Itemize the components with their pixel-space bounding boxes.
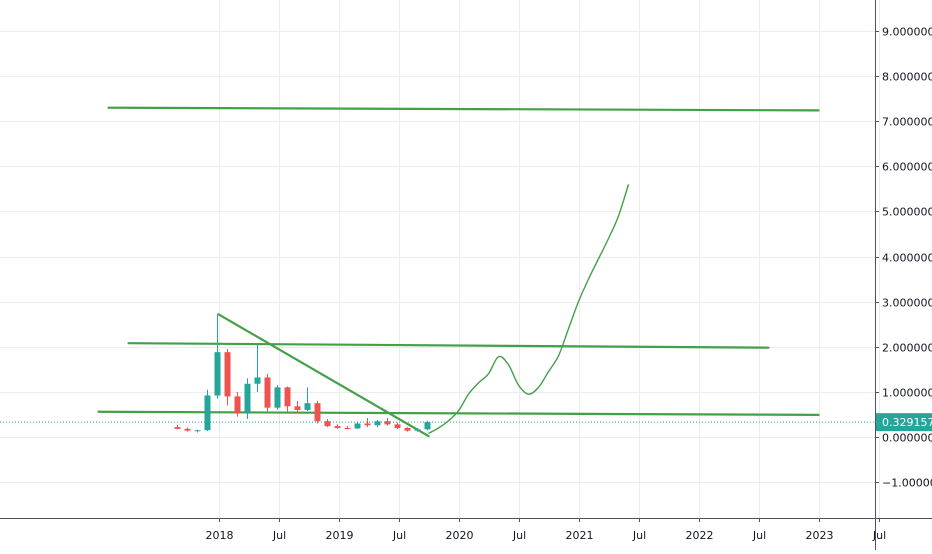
drawings	[97, 106, 820, 438]
candles	[174, 314, 431, 433]
candle	[354, 421, 361, 429]
candle	[264, 373, 271, 413]
y-tick-label: 6.000000	[882, 161, 932, 174]
candle-body	[304, 403, 311, 410]
candle	[254, 344, 261, 392]
candle	[404, 427, 411, 432]
trend-line	[107, 106, 820, 112]
candle-body	[224, 352, 231, 397]
candle	[284, 386, 291, 413]
candle-body	[354, 423, 361, 429]
candle	[314, 400, 321, 424]
trend-line	[97, 410, 820, 416]
x-tick-label: Jul	[752, 529, 766, 542]
candle-body	[424, 422, 431, 430]
candle	[184, 427, 191, 432]
candle-body	[294, 406, 301, 410]
candle	[414, 427, 421, 432]
last-price-badge	[876, 413, 932, 432]
x-tick-label: 2021	[566, 529, 594, 542]
candle-body	[194, 430, 201, 432]
y-tick-label: 7.000000	[882, 116, 932, 129]
candle-body	[244, 383, 251, 414]
candle	[234, 391, 241, 417]
candle	[424, 420, 431, 431]
candle-body	[234, 396, 241, 414]
candle-body	[204, 395, 211, 431]
x-tick-label: Jul	[272, 529, 286, 542]
candle	[274, 385, 281, 410]
candle	[324, 418, 331, 428]
candle	[364, 418, 371, 428]
x-tick-label: 2023	[806, 529, 834, 542]
candle	[394, 422, 401, 429]
candle	[374, 419, 381, 428]
x-tick-label: 2019	[326, 529, 354, 542]
candle	[294, 400, 301, 414]
candle-body	[274, 387, 281, 408]
candle	[344, 426, 351, 430]
candle-body	[404, 427, 411, 431]
candle-body	[324, 421, 331, 427]
candle	[304, 387, 311, 411]
y-tick-label: 2.000000	[882, 342, 932, 355]
x-tick-label: Jul	[512, 529, 526, 542]
candle-body	[414, 429, 421, 431]
candle-body	[214, 352, 221, 396]
candle-body	[314, 403, 321, 422]
y-tick-label: −1.000000	[882, 477, 932, 490]
grid	[0, 0, 880, 518]
x-tick-label: 2020	[446, 529, 474, 542]
y-tick-label: 3.000000	[882, 297, 932, 310]
y-tick-label: 0.000000	[882, 432, 932, 445]
x-tick-label: Jul	[872, 529, 886, 542]
candle-body	[344, 427, 351, 429]
candle-body	[384, 421, 391, 425]
trend-line	[217, 313, 430, 438]
candle-body	[254, 377, 261, 384]
candle	[214, 314, 221, 399]
x-tick-label: 2022	[686, 529, 714, 542]
trend-line	[127, 342, 770, 349]
candle-body	[174, 427, 181, 429]
y-tick-label: 4.000000	[882, 252, 932, 265]
y-tick-label: 1.000000	[882, 387, 932, 400]
x-tick-label: Jul	[632, 529, 646, 542]
candle	[224, 349, 231, 406]
y-tick-label: 5.000000	[882, 206, 932, 219]
candle-body	[264, 377, 271, 408]
candle-body	[364, 423, 371, 426]
last-price-line: 0.329157	[0, 413, 932, 432]
candle-body	[184, 428, 191, 431]
y-tick-label: 8.000000	[882, 71, 932, 84]
candle	[244, 378, 251, 419]
candle	[174, 424, 181, 430]
candle-body	[374, 421, 381, 426]
last-price-label: 0.329157	[882, 416, 932, 429]
candle-body	[334, 426, 341, 428]
candle-body	[394, 424, 401, 428]
candle	[194, 429, 201, 433]
candle-body	[284, 387, 291, 407]
candle	[334, 424, 341, 429]
candle	[204, 389, 211, 432]
y-tick-label: 9.000000	[882, 26, 932, 39]
x-tick-label: Jul	[392, 529, 406, 542]
projection-path	[428, 184, 630, 435]
x-tick-label: 2018	[206, 529, 234, 542]
